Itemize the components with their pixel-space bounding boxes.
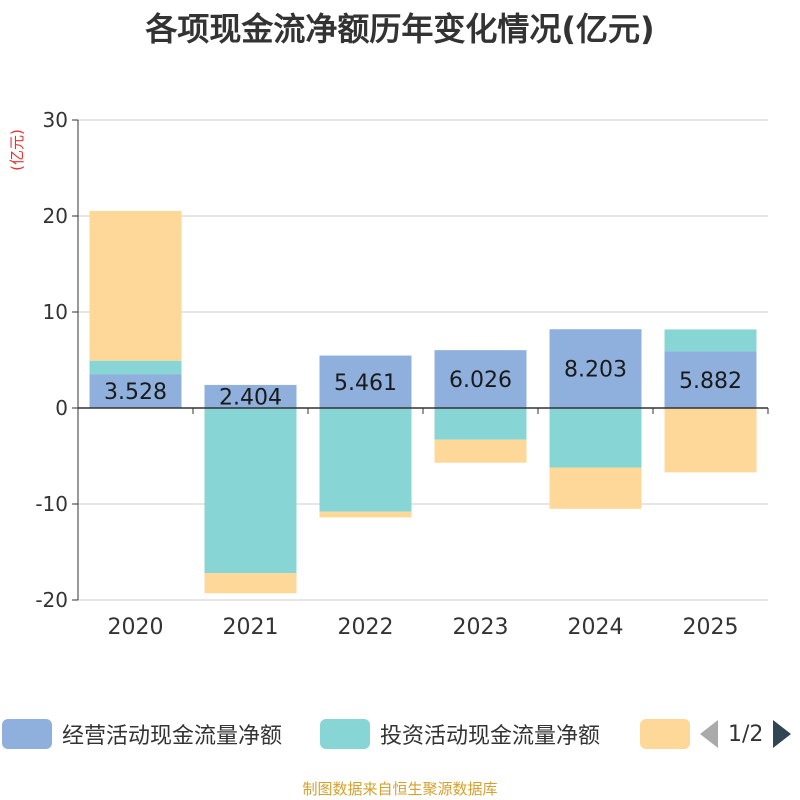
bar-2024-series-1 (549, 408, 642, 468)
data-label: 2.404 (219, 385, 282, 410)
source-note: 制图数据来自恒生聚源数据库 (302, 780, 498, 798)
chart-title: 各项现金流净额历年变化情况(亿元) (145, 10, 655, 48)
labels-layer: 2020 2021 2022 2023 2024 2025 3.528 2.404 5.461 6… (104, 358, 742, 640)
legend-pager: 1/2 (700, 716, 792, 752)
bar-2024-series-2 (549, 467, 642, 509)
pager-prev-icon[interactable] (700, 720, 718, 748)
bar-2021-series-2 (204, 573, 297, 594)
y-tick-label: 20 (43, 204, 68, 228)
pager-next-icon[interactable] (773, 720, 792, 748)
bar-2024-series-0 (549, 329, 642, 408)
data-label: 5.461 (334, 371, 397, 396)
legend-label-operating: 经营活动现金流量净额 (62, 724, 283, 749)
legend-label-investing: 投资活动现金流量净额 (380, 724, 601, 749)
data-label: 8.203 (564, 358, 627, 383)
bar-2025-series-1 (664, 329, 757, 352)
x-tick-label: 2024 (568, 615, 624, 640)
y-tick-label: 10 (43, 300, 68, 324)
legend-swatch-operating (2, 719, 52, 749)
x-tick-label: 2025 (683, 615, 739, 640)
y-tick-label: 0 (55, 396, 68, 420)
y-tick-label: 30 (43, 108, 68, 132)
x-tick-label: 2022 (338, 615, 394, 640)
bar-2020-series-1 (89, 360, 182, 375)
bar-2023-series-2 (434, 439, 527, 463)
bar-2025-series-2 (664, 408, 757, 473)
bars-layer (89, 210, 757, 594)
data-label: 6.026 (449, 368, 512, 393)
bar-2021-series-0 (204, 384, 297, 408)
legend-swatch-financing (640, 719, 690, 749)
axis-layer: 30 20 10 0 -10 -20 (亿元) (8, 108, 769, 612)
legend-swatch-investing (320, 719, 370, 749)
bar-2022-series-1 (319, 408, 412, 512)
bar-2023-series-1 (434, 408, 527, 440)
bar-2021-series-1 (204, 408, 297, 574)
x-tick-label: 2020 (108, 615, 164, 640)
y-axis-label: (亿元) (8, 129, 26, 171)
bar-2022-series-2 (319, 511, 412, 518)
x-tick-label: 2023 (453, 615, 509, 640)
bar-2020-series-2 (89, 210, 182, 361)
bar-2025-series-0 (664, 351, 757, 408)
x-tick-label: 2021 (223, 615, 279, 640)
grid-layer (78, 119, 768, 601)
legend-item-investing[interactable]: 投资活动现金流量净额 (320, 718, 600, 750)
data-label: 5.882 (679, 369, 742, 394)
pager-text: 1/2 (728, 721, 764, 747)
legend: 经营活动现金流量净额 投资活动现金流量净额 1/2 (0, 712, 800, 756)
legend-item-operating[interactable]: 经营活动现金流量净额 (2, 718, 282, 750)
y-tick-label: -10 (35, 492, 68, 516)
y-tick-label: -20 (35, 588, 68, 612)
bar-2020-series-0 (89, 374, 182, 408)
bar-2023-series-0 (434, 350, 527, 408)
legend-item-financing[interactable] (640, 718, 690, 750)
data-label: 3.528 (104, 380, 167, 405)
bar-2022-series-0 (319, 355, 412, 408)
